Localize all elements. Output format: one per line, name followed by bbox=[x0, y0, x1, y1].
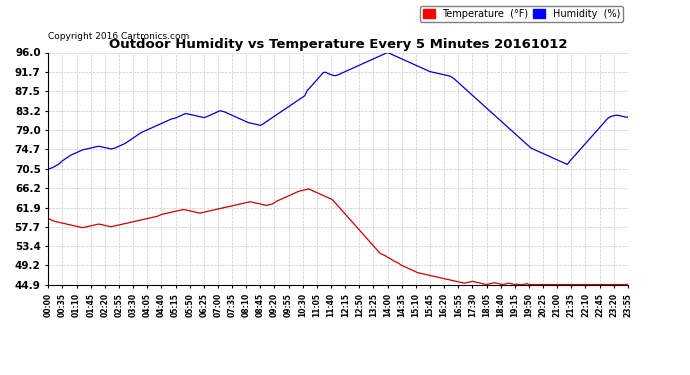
Legend: Temperature  (°F), Humidity  (%): Temperature (°F), Humidity (%) bbox=[420, 6, 623, 22]
Title: Outdoor Humidity vs Temperature Every 5 Minutes 20161012: Outdoor Humidity vs Temperature Every 5 … bbox=[109, 38, 567, 51]
Text: Copyright 2016 Cartronics.com: Copyright 2016 Cartronics.com bbox=[48, 32, 190, 41]
